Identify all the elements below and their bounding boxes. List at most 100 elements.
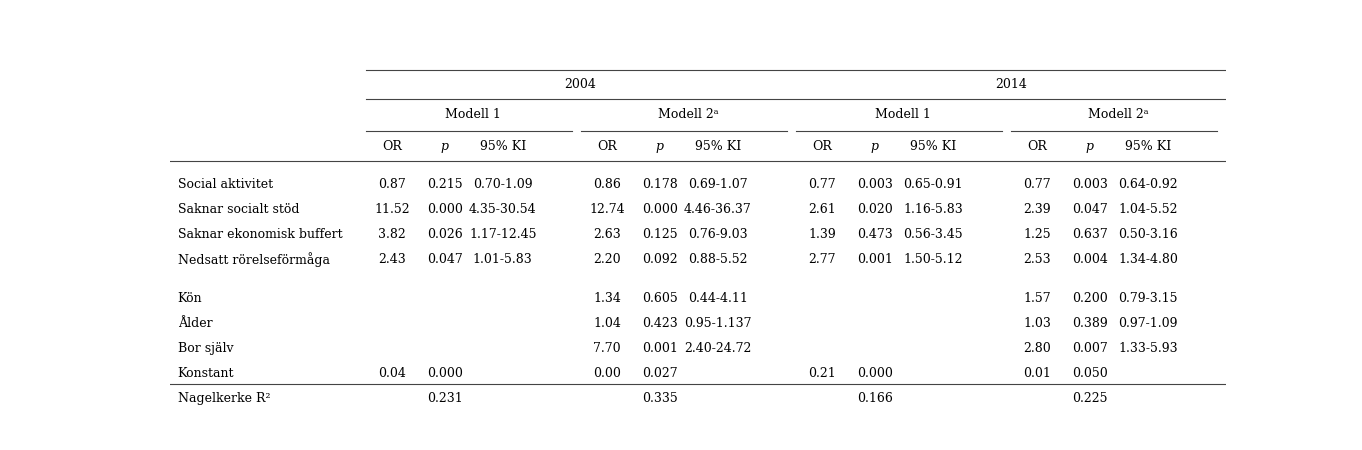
- Text: 0.64-0.92: 0.64-0.92: [1118, 178, 1178, 191]
- Text: 1.01-5.83: 1.01-5.83: [473, 253, 533, 266]
- Text: 4.35-30.54: 4.35-30.54: [469, 203, 537, 216]
- Text: 2.40-24.72: 2.40-24.72: [684, 342, 752, 355]
- Text: 0.166: 0.166: [857, 392, 892, 405]
- Text: OR: OR: [597, 140, 617, 153]
- Text: 1.16-5.83: 1.16-5.83: [903, 203, 963, 216]
- Text: 0.88-5.52: 0.88-5.52: [688, 253, 748, 266]
- Text: 2.63: 2.63: [592, 228, 621, 241]
- Text: 0.87: 0.87: [379, 178, 406, 191]
- Text: 0.000: 0.000: [857, 367, 892, 380]
- Text: 0.004: 0.004: [1072, 253, 1107, 266]
- Text: 2.53: 2.53: [1023, 253, 1051, 266]
- Text: 1.34-4.80: 1.34-4.80: [1118, 253, 1178, 266]
- Text: 0.047: 0.047: [1072, 203, 1107, 216]
- Text: 11.52: 11.52: [375, 203, 410, 216]
- Text: 0.000: 0.000: [642, 203, 678, 216]
- Text: 0.21: 0.21: [808, 367, 836, 380]
- Text: 0.026: 0.026: [426, 228, 463, 241]
- Text: 95% KI: 95% KI: [695, 140, 741, 153]
- Text: 0.44-4.11: 0.44-4.11: [688, 292, 748, 305]
- Text: 2.61: 2.61: [808, 203, 836, 216]
- Text: 1.50-5.12: 1.50-5.12: [903, 253, 963, 266]
- Text: 0.000: 0.000: [426, 203, 463, 216]
- Text: 2.20: 2.20: [594, 253, 621, 266]
- Text: 1.04: 1.04: [592, 317, 621, 330]
- Text: Bor själv: Bor själv: [177, 342, 233, 355]
- Text: 0.003: 0.003: [1072, 178, 1107, 191]
- Text: p: p: [655, 140, 663, 153]
- Text: 0.76-9.03: 0.76-9.03: [688, 228, 748, 241]
- Text: Social aktivitet: Social aktivitet: [177, 178, 272, 191]
- Text: 1.57: 1.57: [1023, 292, 1051, 305]
- Text: Modell 2ᵃ: Modell 2ᵃ: [1088, 108, 1148, 122]
- Text: 0.389: 0.389: [1072, 317, 1107, 330]
- Text: p: p: [441, 140, 448, 153]
- Text: 1.33-5.93: 1.33-5.93: [1118, 342, 1178, 355]
- Text: 2014: 2014: [994, 78, 1027, 91]
- Text: 12.74: 12.74: [590, 203, 625, 216]
- Text: 1.39: 1.39: [808, 228, 836, 241]
- Text: 2.80: 2.80: [1023, 342, 1051, 355]
- Text: 2.43: 2.43: [379, 253, 406, 266]
- Text: Ålder: Ålder: [177, 317, 212, 330]
- Text: 0.027: 0.027: [642, 367, 677, 380]
- Text: 95% KI: 95% KI: [479, 140, 526, 153]
- Text: 0.001: 0.001: [857, 253, 892, 266]
- Text: 0.050: 0.050: [1072, 367, 1107, 380]
- Text: 0.007: 0.007: [1072, 342, 1107, 355]
- Text: 4.46-36.37: 4.46-36.37: [684, 203, 752, 216]
- Text: 1.03: 1.03: [1023, 317, 1051, 330]
- Text: 0.215: 0.215: [426, 178, 463, 191]
- Text: 1.34: 1.34: [592, 292, 621, 305]
- Text: 95% KI: 95% KI: [1125, 140, 1171, 153]
- Text: 0.473: 0.473: [857, 228, 892, 241]
- Text: 0.65-0.91: 0.65-0.91: [903, 178, 963, 191]
- Text: 0.77: 0.77: [808, 178, 836, 191]
- Text: 1.25: 1.25: [1023, 228, 1051, 241]
- Text: p: p: [1086, 140, 1094, 153]
- Text: 95% KI: 95% KI: [910, 140, 956, 153]
- Text: Nagelkerke R²: Nagelkerke R²: [177, 392, 270, 405]
- Text: 2.39: 2.39: [1023, 203, 1051, 216]
- Text: 0.95-1.137: 0.95-1.137: [684, 317, 752, 330]
- Text: OR: OR: [812, 140, 832, 153]
- Text: 1.04-5.52: 1.04-5.52: [1118, 203, 1178, 216]
- Text: OR: OR: [381, 140, 402, 153]
- Text: 0.69-1.07: 0.69-1.07: [688, 178, 748, 191]
- Text: 0.605: 0.605: [642, 292, 678, 305]
- Text: Kön: Kön: [177, 292, 203, 305]
- Text: 0.178: 0.178: [642, 178, 678, 191]
- Text: 0.01: 0.01: [1023, 367, 1051, 380]
- Text: 0.86: 0.86: [592, 178, 621, 191]
- Text: 0.50-3.16: 0.50-3.16: [1118, 228, 1178, 241]
- Text: Saknar ekonomisk buffert: Saknar ekonomisk buffert: [177, 228, 342, 241]
- Text: Modell 1: Modell 1: [876, 108, 932, 122]
- Text: 0.423: 0.423: [642, 317, 678, 330]
- Text: 0.092: 0.092: [642, 253, 677, 266]
- Text: Modell 2ᵃ: Modell 2ᵃ: [658, 108, 718, 122]
- Text: 0.047: 0.047: [426, 253, 463, 266]
- Text: 0.77: 0.77: [1023, 178, 1051, 191]
- Text: 7.70: 7.70: [594, 342, 621, 355]
- Text: Modell 1: Modell 1: [445, 108, 501, 122]
- Text: 0.225: 0.225: [1072, 392, 1107, 405]
- Text: 0.04: 0.04: [379, 367, 406, 380]
- Text: Konstant: Konstant: [177, 367, 234, 380]
- Text: 2004: 2004: [565, 78, 597, 91]
- Text: 3.82: 3.82: [379, 228, 406, 241]
- Text: 0.335: 0.335: [642, 392, 678, 405]
- Text: Nedsatt rörelseförmåga: Nedsatt rörelseförmåga: [177, 252, 330, 267]
- Text: 0.00: 0.00: [592, 367, 621, 380]
- Text: p: p: [870, 140, 878, 153]
- Text: 0.125: 0.125: [642, 228, 677, 241]
- Text: OR: OR: [1027, 140, 1047, 153]
- Text: 0.637: 0.637: [1072, 228, 1107, 241]
- Text: 0.001: 0.001: [642, 342, 678, 355]
- Text: 0.97-1.09: 0.97-1.09: [1118, 317, 1178, 330]
- Text: 0.000: 0.000: [426, 367, 463, 380]
- Text: Saknar socialt stöd: Saknar socialt stöd: [177, 203, 300, 216]
- Text: 0.020: 0.020: [857, 203, 892, 216]
- Text: 0.200: 0.200: [1072, 292, 1107, 305]
- Text: 0.56-3.45: 0.56-3.45: [903, 228, 963, 241]
- Text: 0.79-3.15: 0.79-3.15: [1118, 292, 1178, 305]
